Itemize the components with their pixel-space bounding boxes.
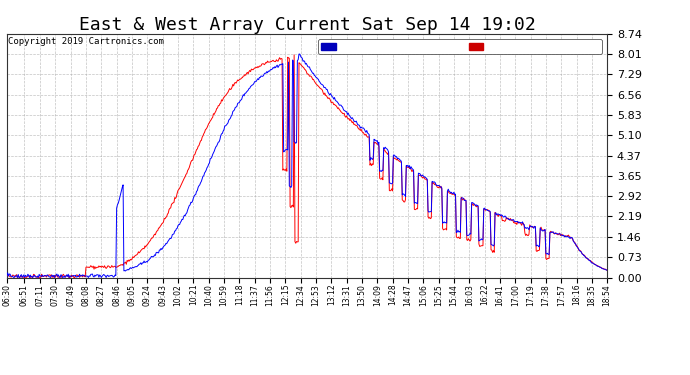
- Title: East & West Array Current Sat Sep 14 19:02: East & West Array Current Sat Sep 14 19:…: [79, 16, 535, 34]
- Text: Copyright 2019 Cartronics.com: Copyright 2019 Cartronics.com: [8, 38, 164, 46]
- Legend: East Array  (DC Amps), West Array  (DC Amps): East Array (DC Amps), West Array (DC Amp…: [319, 39, 602, 54]
